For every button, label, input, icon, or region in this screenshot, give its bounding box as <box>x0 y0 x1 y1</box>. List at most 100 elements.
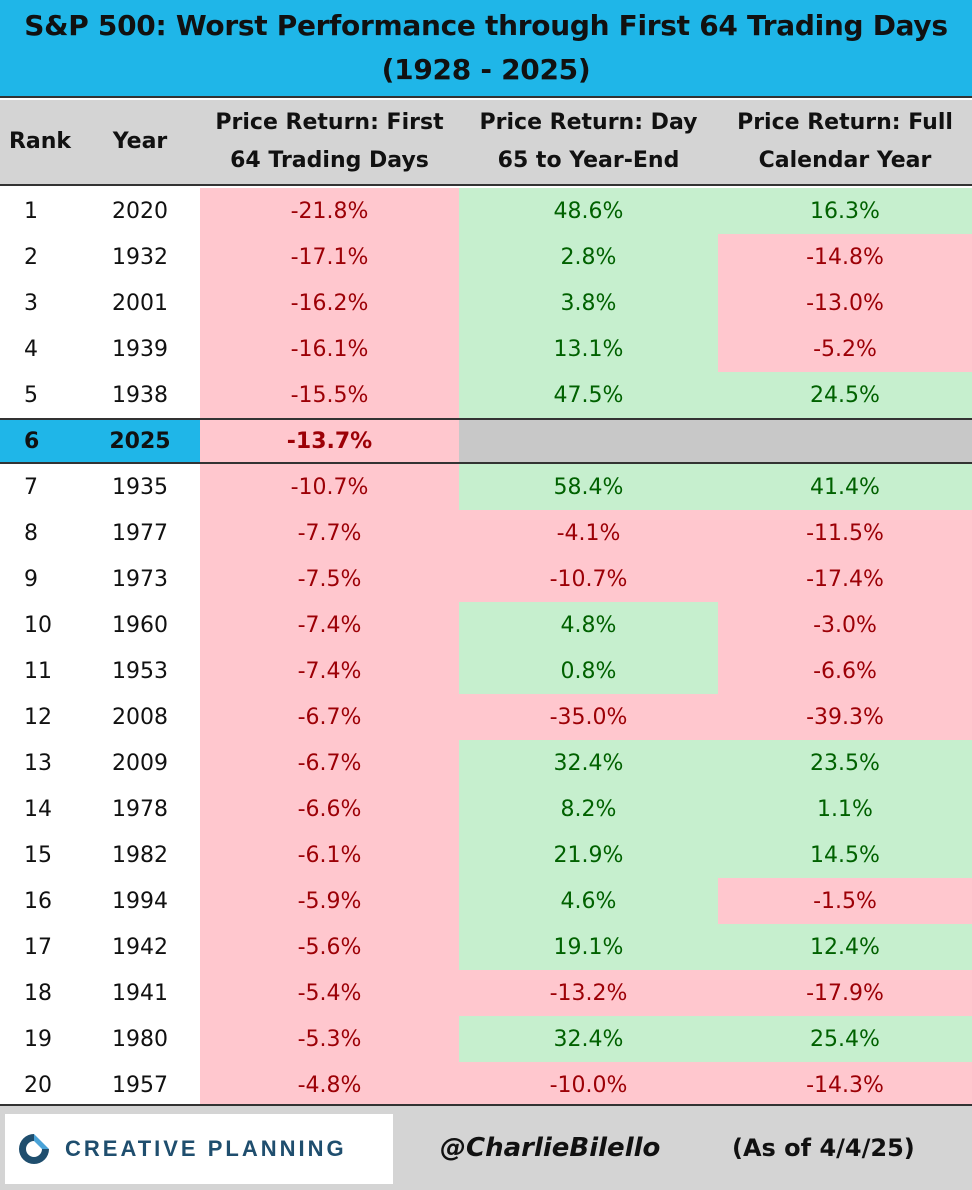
rank-cell: 2 <box>24 244 38 270</box>
table-title: S&P 500: Worst Performance through First… <box>0 0 972 98</box>
rank-cell: 9 <box>24 566 38 592</box>
year-cell: 1977 <box>112 520 168 546</box>
full-year-return-cell <box>718 420 972 462</box>
day65-to-year-end-return-cell: -10.0% <box>459 1062 718 1108</box>
year-cell: 1957 <box>112 1072 168 1098</box>
first-64-return-cell: -16.2% <box>200 280 459 326</box>
rank-cell: 18 <box>24 980 52 1006</box>
rank-cell: 12 <box>24 704 52 730</box>
footer: CREATIVE PLANNING @CharlieBilello (As of… <box>0 1104 972 1190</box>
day65-to-year-end-return-cell: 21.9% <box>459 832 718 878</box>
day65-to-year-end-return-cell: 4.8% <box>459 602 718 648</box>
full-year-return-cell: -17.4% <box>718 556 972 602</box>
first-64-return-cell: -5.6% <box>200 924 459 970</box>
first-64-return-cell: -5.9% <box>200 878 459 924</box>
table-row: 4 1939 -16.1% 13.1% -5.2% <box>0 326 972 372</box>
creative-planning-logo-mark-icon <box>19 1134 49 1164</box>
rank-cell: 4 <box>24 336 38 362</box>
table-header: Rank Year Price Return: First 64 Trading… <box>0 100 972 186</box>
full-year-return-cell: -1.5% <box>718 878 972 924</box>
col-header-full-year: Price Return: Full Calendar Year <box>718 100 972 184</box>
day65-to-year-end-return-cell <box>459 420 718 462</box>
first-64-return-cell: -16.1% <box>200 326 459 372</box>
table-row: 18 1941 -5.4% -13.2% -17.9% <box>0 970 972 1016</box>
table-row: 2 1932 -17.1% 2.8% -14.8% <box>0 234 972 280</box>
first-64-return-cell: -7.7% <box>200 510 459 556</box>
full-year-return-cell: 41.4% <box>718 464 972 510</box>
first-64-return-cell: -4.8% <box>200 1062 459 1108</box>
first-64-return-cell: -10.7% <box>200 464 459 510</box>
year-cell: 1932 <box>112 244 168 270</box>
first-64-return-cell: -7.4% <box>200 602 459 648</box>
full-year-return-cell: -11.5% <box>718 510 972 556</box>
day65-to-year-end-return-cell: -35.0% <box>459 694 718 740</box>
full-year-return-cell: -17.9% <box>718 970 972 1016</box>
table-row: 1 2020 -21.8% 48.6% 16.3% <box>0 188 972 234</box>
first-64-return-cell: -5.3% <box>200 1016 459 1062</box>
year-cell: 2020 <box>112 198 168 224</box>
day65-to-year-end-return-cell: 3.8% <box>459 280 718 326</box>
title-line-2: (1928 - 2025) <box>381 53 591 86</box>
day65-to-year-end-return-cell: 2.8% <box>459 234 718 280</box>
full-year-return-cell: -3.0% <box>718 602 972 648</box>
table-row: 7 1935 -10.7% 58.4% 41.4% <box>0 464 972 510</box>
rank-cell: 6 <box>24 428 40 454</box>
col-header-full-year-line1: Price Return: Full <box>737 110 953 135</box>
logo-text: CREATIVE PLANNING <box>65 1136 347 1161</box>
col-header-day65-year-end: Price Return: Day 65 to Year-End <box>459 100 718 184</box>
full-year-return-cell: 25.4% <box>718 1016 972 1062</box>
first-64-return-cell: -7.5% <box>200 556 459 602</box>
table-row: 10 1960 -7.4% 4.8% -3.0% <box>0 602 972 648</box>
day65-to-year-end-return-cell: 32.4% <box>459 1016 718 1062</box>
creative-planning-logo: CREATIVE PLANNING <box>5 1114 393 1184</box>
table-row: 12 2008 -6.7% -35.0% -39.3% <box>0 694 972 740</box>
day65-to-year-end-return-cell: 13.1% <box>459 326 718 372</box>
col-header-day65-line2: 65 to Year-End <box>497 148 680 173</box>
year-cell: 1960 <box>112 612 168 638</box>
rank-cell: 5 <box>24 382 38 408</box>
title-line-1: S&P 500: Worst Performance through First… <box>24 9 948 42</box>
rank-cell: 14 <box>24 796 52 822</box>
day65-to-year-end-return-cell: 32.4% <box>459 740 718 786</box>
col-header-first-64-line2: 64 Trading Days <box>230 148 429 173</box>
full-year-return-cell: -5.2% <box>718 326 972 372</box>
year-cell: 1942 <box>112 934 168 960</box>
rank-cell: 1 <box>24 198 38 224</box>
year-cell: 1939 <box>112 336 168 362</box>
table-row: 15 1982 -6.1% 21.9% 14.5% <box>0 832 972 878</box>
full-year-return-cell: 16.3% <box>718 188 972 234</box>
full-year-return-cell: 12.4% <box>718 924 972 970</box>
first-64-return-cell: -6.7% <box>200 740 459 786</box>
full-year-return-cell: -6.6% <box>718 648 972 694</box>
table-row: 14 1978 -6.6% 8.2% 1.1% <box>0 786 972 832</box>
day65-to-year-end-return-cell: 19.1% <box>459 924 718 970</box>
rank-cell: 10 <box>24 612 52 638</box>
year-cell: 1982 <box>112 842 168 868</box>
year-cell: 1994 <box>112 888 168 914</box>
col-header-day65-line1: Price Return: Day <box>479 110 698 135</box>
day65-to-year-end-return-cell: 8.2% <box>459 786 718 832</box>
full-year-return-cell: -14.3% <box>718 1062 972 1108</box>
year-cell: 2009 <box>112 750 168 776</box>
first-64-return-cell: -5.4% <box>200 970 459 1016</box>
table-row: 9 1973 -7.5% -10.7% -17.4% <box>0 556 972 602</box>
year-cell: 1941 <box>112 980 168 1006</box>
rank-cell: 20 <box>24 1072 52 1098</box>
table-row: 20 1957 -4.8% -10.0% -14.3% <box>0 1062 972 1108</box>
col-header-year: Year <box>112 129 168 154</box>
table-row: 16 1994 -5.9% 4.6% -1.5% <box>0 878 972 924</box>
day65-to-year-end-return-cell: 4.6% <box>459 878 718 924</box>
rank-cell: 19 <box>24 1026 52 1052</box>
author-handle: @CharlieBilello <box>440 1133 661 1163</box>
table-row: 5 1938 -15.5% 47.5% 24.5% <box>0 372 972 418</box>
rank-cell: 11 <box>24 658 52 684</box>
rank-cell: 13 <box>24 750 52 776</box>
rank-cell: 15 <box>24 842 52 868</box>
first-64-return-cell: -6.1% <box>200 832 459 878</box>
year-cell: 1938 <box>112 382 168 408</box>
day65-to-year-end-return-cell: -4.1% <box>459 510 718 556</box>
year-cell: 1953 <box>112 658 168 684</box>
day65-to-year-end-return-cell: 58.4% <box>459 464 718 510</box>
as-of-date: (As of 4/4/25) <box>732 1134 915 1162</box>
day65-to-year-end-return-cell: -10.7% <box>459 556 718 602</box>
